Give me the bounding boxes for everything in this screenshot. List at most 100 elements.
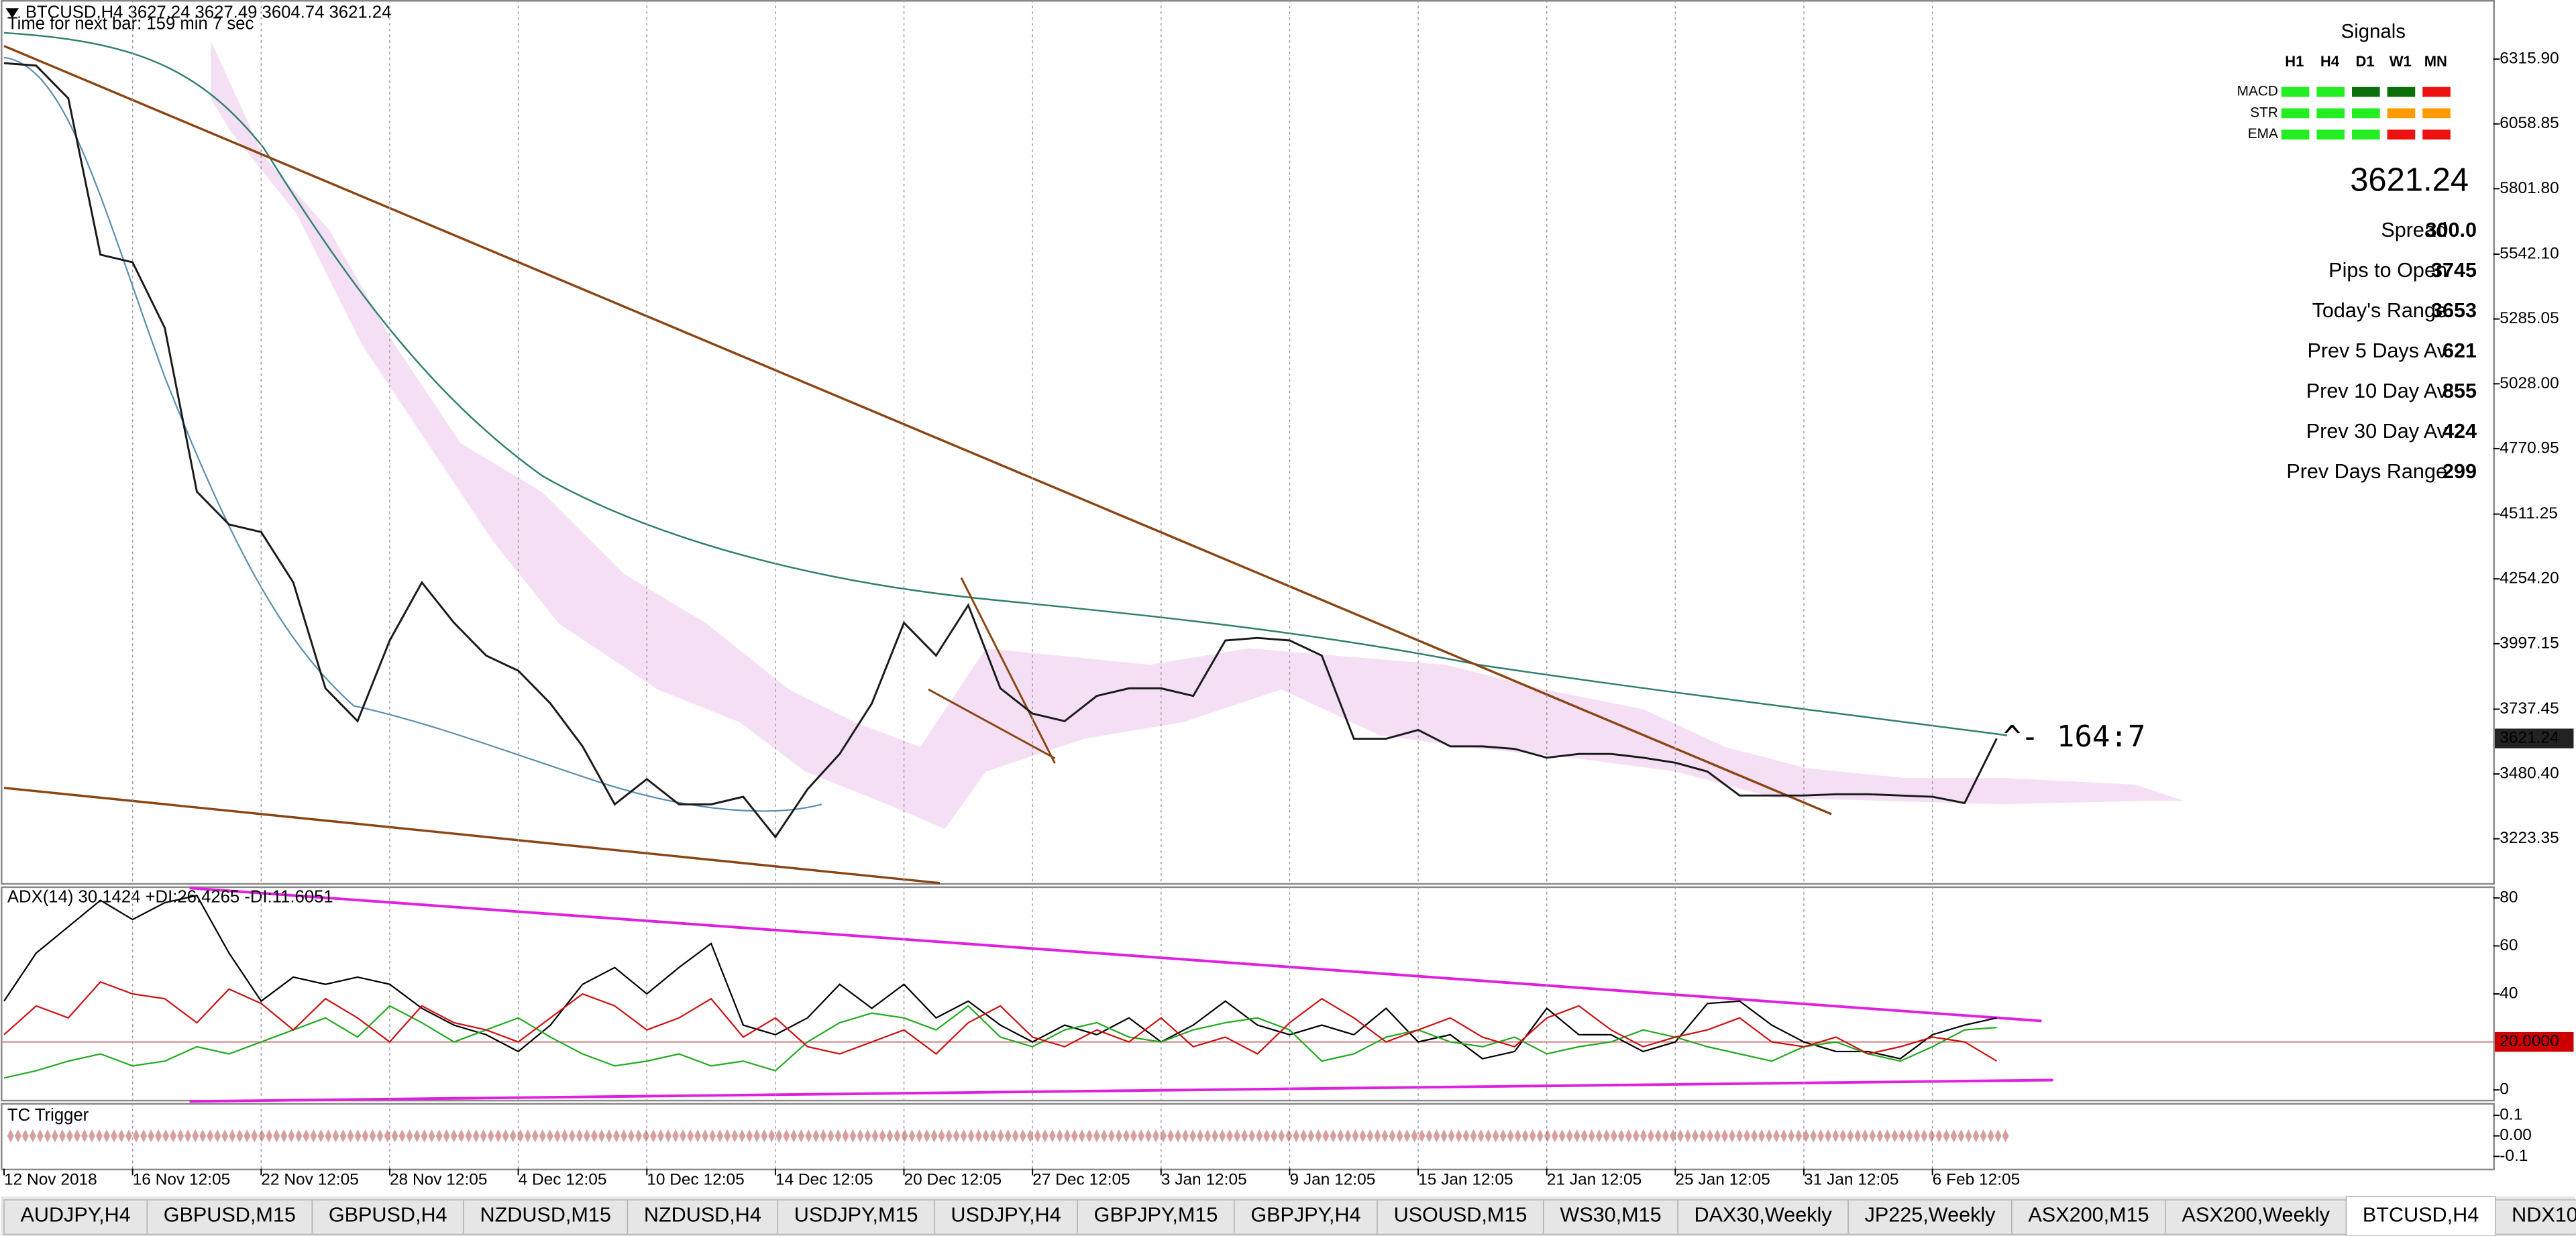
stat-value: 299 bbox=[2443, 460, 2477, 483]
tab-label[interactable]: JP225,Weekly bbox=[1865, 1204, 1996, 1227]
signal-cell bbox=[2422, 129, 2451, 140]
signals-column: D1 bbox=[2356, 53, 2375, 70]
level-label: 20.0000 bbox=[2500, 1032, 2559, 1050]
signal-cell bbox=[2316, 87, 2345, 97]
ichimoku-cloud bbox=[211, 41, 2185, 830]
stat-label: Prev 10 Day Av bbox=[2306, 380, 2448, 402]
stat-value: 3653 bbox=[2431, 299, 2477, 322]
indicator-line bbox=[3, 1005, 1997, 1079]
tab[interactable] bbox=[1234, 1199, 1378, 1235]
stat-value: 300.0 bbox=[2425, 219, 2477, 241]
main-panel bbox=[1, 0, 2495, 885]
signals-column: H1 bbox=[2285, 53, 2304, 70]
x-tick-label: 31 Jan 12:05 bbox=[1804, 1170, 1899, 1188]
stat-label: Pips to Open bbox=[2328, 259, 2447, 282]
y-tick-label: 40 bbox=[2500, 984, 2518, 1002]
tab-label[interactable]: DAX30,Weekly bbox=[1695, 1204, 1833, 1227]
signals-column: H4 bbox=[2320, 53, 2340, 70]
tab-label[interactable]: AUDJPY,H4 bbox=[20, 1204, 130, 1227]
tab-label[interactable]: GBPUSD,H4 bbox=[329, 1204, 447, 1227]
stat-label: Prev 30 Day Av bbox=[2306, 420, 2448, 443]
y-tick-label: 0 bbox=[2500, 1080, 2509, 1099]
tab-label[interactable]: USDJPY,M15 bbox=[794, 1204, 918, 1227]
signal-cell bbox=[2352, 108, 2380, 119]
y-tick-label: 4254.20 bbox=[2500, 569, 2559, 587]
stat-label: Spread bbox=[2381, 219, 2447, 241]
tab[interactable] bbox=[1543, 1199, 1678, 1235]
tab-label[interactable]: ASX200,Weekly bbox=[2182, 1204, 2330, 1227]
y-tick-label: 80 bbox=[2500, 888, 2518, 906]
stat-value: 621 bbox=[2443, 339, 2477, 362]
tab-label[interactable]: GBPUSD,M15 bbox=[164, 1204, 296, 1227]
tab-label[interactable]: USDJPY,H4 bbox=[951, 1204, 1061, 1227]
y-tick-label: 5028.00 bbox=[2500, 374, 2559, 392]
x-tick-label: 4 Dec 12:05 bbox=[519, 1170, 607, 1188]
collapse-icon[interactable] bbox=[5, 8, 19, 18]
trendline bbox=[928, 688, 1056, 760]
tab-label[interactable]: ASX200,M15 bbox=[2028, 1204, 2149, 1227]
tab-label[interactable]: NZDUSD,H4 bbox=[644, 1204, 761, 1227]
signal-cell bbox=[2387, 108, 2416, 119]
stat-value: 3745 bbox=[2431, 259, 2477, 282]
tab[interactable] bbox=[2345, 1196, 2496, 1236]
trendline bbox=[960, 577, 1056, 764]
y-tick-label: 5542.10 bbox=[2500, 244, 2559, 262]
annotation: ^- 164:7 bbox=[2003, 720, 2145, 754]
y-tick-label: 3223.35 bbox=[2500, 829, 2559, 847]
x-tick-label: 14 Dec 12:05 bbox=[775, 1170, 873, 1188]
tab-label[interactable]: GBPJPY,H4 bbox=[1250, 1204, 1360, 1227]
tab[interactable] bbox=[1677, 1199, 1849, 1235]
y-tick-label: 0.1 bbox=[2500, 1106, 2522, 1124]
tab[interactable] bbox=[3, 1199, 148, 1235]
x-tick-label: 6 Feb 12:05 bbox=[1933, 1170, 2021, 1188]
signal-cell bbox=[2281, 87, 2310, 97]
adx-trendline bbox=[189, 887, 2042, 1023]
tab-label[interactable]: USOUSD,M15 bbox=[1394, 1204, 1527, 1227]
tab[interactable] bbox=[1077, 1199, 1235, 1235]
tab-label[interactable]: BTCUSD,H4 bbox=[2363, 1204, 2479, 1227]
signal-cell bbox=[2422, 108, 2451, 119]
indicator-line bbox=[3, 980, 1998, 1062]
tab[interactable] bbox=[2494, 1199, 2576, 1235]
symbol-info: BTCUSD,H4 3627.24 3627.49 3604.74 3621.2… bbox=[25, 3, 392, 21]
tab-label[interactable]: WS30,M15 bbox=[1560, 1204, 1661, 1227]
tab[interactable] bbox=[146, 1199, 313, 1235]
x-tick-label: 16 Nov 12:05 bbox=[133, 1170, 231, 1188]
signals-title: Signals bbox=[2341, 21, 2406, 43]
tab[interactable] bbox=[934, 1199, 1078, 1235]
x-tick-label: 22 Nov 12:05 bbox=[261, 1170, 359, 1188]
last-price-box bbox=[2494, 728, 2574, 748]
signal-cell bbox=[2316, 108, 2345, 119]
indicator-line bbox=[3, 895, 1997, 1060]
x-tick-label: 10 Dec 12:05 bbox=[647, 1170, 745, 1188]
trendline bbox=[3, 787, 941, 885]
moving-average bbox=[3, 32, 2008, 736]
stat-label: Prev Days Range bbox=[2286, 460, 2447, 483]
y-tick-label: 5285.05 bbox=[2500, 309, 2559, 327]
x-tick-label: 20 Dec 12:05 bbox=[904, 1170, 1002, 1188]
tab[interactable] bbox=[463, 1199, 629, 1235]
tab[interactable] bbox=[777, 1199, 935, 1235]
signal-cell bbox=[2316, 129, 2345, 140]
x-tick-label: 9 Jan 12:05 bbox=[1289, 1170, 1375, 1188]
tab-label[interactable]: GBPJPY,M15 bbox=[1094, 1204, 1218, 1227]
tab[interactable] bbox=[2165, 1199, 2347, 1235]
tab[interactable] bbox=[1377, 1199, 1544, 1235]
price-line bbox=[3, 62, 1998, 839]
tab-label[interactable]: NDX100,M15 bbox=[2512, 1204, 2576, 1227]
tab[interactable] bbox=[1847, 1199, 2012, 1235]
y-tick-label: 6315.90 bbox=[2500, 50, 2559, 68]
signals-row-label: STR bbox=[2250, 105, 2278, 120]
bar-timer: Time for next bar: 159 min 7 sec bbox=[7, 14, 254, 33]
trendline bbox=[3, 44, 1832, 816]
tab[interactable] bbox=[2011, 1199, 2166, 1235]
tab[interactable] bbox=[627, 1199, 779, 1235]
signals-price: 3621.24 bbox=[2350, 162, 2469, 199]
tab-label[interactable]: NZDUSD,M15 bbox=[480, 1204, 611, 1227]
y-tick-label: 60 bbox=[2500, 936, 2518, 954]
stat-value: 855 bbox=[2443, 380, 2477, 402]
signal-cell bbox=[2387, 87, 2416, 97]
